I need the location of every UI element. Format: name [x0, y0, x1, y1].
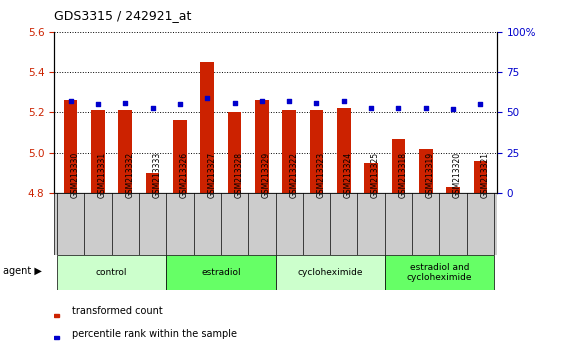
- Bar: [54, 336, 59, 339]
- Text: estradiol and
cycloheximide: estradiol and cycloheximide: [407, 263, 472, 282]
- Text: GSM213320: GSM213320: [453, 152, 462, 198]
- Point: [421, 105, 431, 110]
- Point: [120, 100, 130, 105]
- Bar: [392, 138, 405, 193]
- Point: [394, 105, 403, 110]
- Text: GSM213328: GSM213328: [235, 152, 244, 198]
- Bar: [54, 193, 497, 255]
- Text: GSM213322: GSM213322: [289, 152, 298, 198]
- Bar: [200, 62, 214, 193]
- Bar: [364, 163, 378, 193]
- Text: GDS3315 / 242921_at: GDS3315 / 242921_at: [54, 10, 192, 22]
- Point: [476, 102, 485, 107]
- Text: GSM213332: GSM213332: [125, 152, 134, 198]
- Bar: [64, 100, 78, 193]
- Text: percentile rank within the sample: percentile rank within the sample: [72, 329, 237, 338]
- Bar: [166, 255, 275, 290]
- Text: GSM213323: GSM213323: [316, 152, 325, 198]
- Bar: [255, 100, 269, 193]
- Point: [258, 98, 267, 104]
- Point: [284, 98, 293, 104]
- Bar: [275, 255, 385, 290]
- Text: GSM213319: GSM213319: [426, 152, 435, 198]
- Point: [339, 98, 348, 104]
- Bar: [118, 110, 132, 193]
- Bar: [91, 110, 105, 193]
- Point: [230, 100, 239, 105]
- Text: GSM213331: GSM213331: [98, 152, 107, 198]
- Bar: [228, 113, 242, 193]
- Text: agent ▶: agent ▶: [3, 266, 42, 276]
- Bar: [309, 110, 323, 193]
- Bar: [446, 187, 460, 193]
- Text: estradiol: estradiol: [201, 268, 241, 277]
- Point: [367, 105, 376, 110]
- Text: GSM213330: GSM213330: [71, 152, 79, 198]
- Text: GSM213329: GSM213329: [262, 152, 271, 198]
- Text: GSM213325: GSM213325: [371, 152, 380, 198]
- Bar: [173, 120, 187, 193]
- Point: [312, 100, 321, 105]
- Bar: [146, 173, 159, 193]
- Point: [203, 95, 212, 101]
- Text: GSM213321: GSM213321: [480, 152, 489, 198]
- Bar: [473, 161, 487, 193]
- Point: [66, 98, 75, 104]
- Text: transformed count: transformed count: [72, 306, 163, 316]
- Point: [94, 102, 103, 107]
- Point: [148, 105, 157, 110]
- Text: GSM213327: GSM213327: [207, 152, 216, 198]
- Bar: [385, 255, 494, 290]
- Bar: [57, 255, 166, 290]
- Bar: [419, 149, 433, 193]
- Text: GSM213326: GSM213326: [180, 152, 189, 198]
- Text: GSM213324: GSM213324: [344, 152, 353, 198]
- Bar: [54, 314, 59, 317]
- Text: control: control: [96, 268, 127, 277]
- Bar: [337, 108, 351, 193]
- Text: cycloheximide: cycloheximide: [297, 268, 363, 277]
- Point: [175, 102, 184, 107]
- Bar: [282, 110, 296, 193]
- Text: GSM213318: GSM213318: [399, 152, 408, 198]
- Text: GSM213333: GSM213333: [152, 152, 162, 198]
- Point: [448, 106, 457, 112]
